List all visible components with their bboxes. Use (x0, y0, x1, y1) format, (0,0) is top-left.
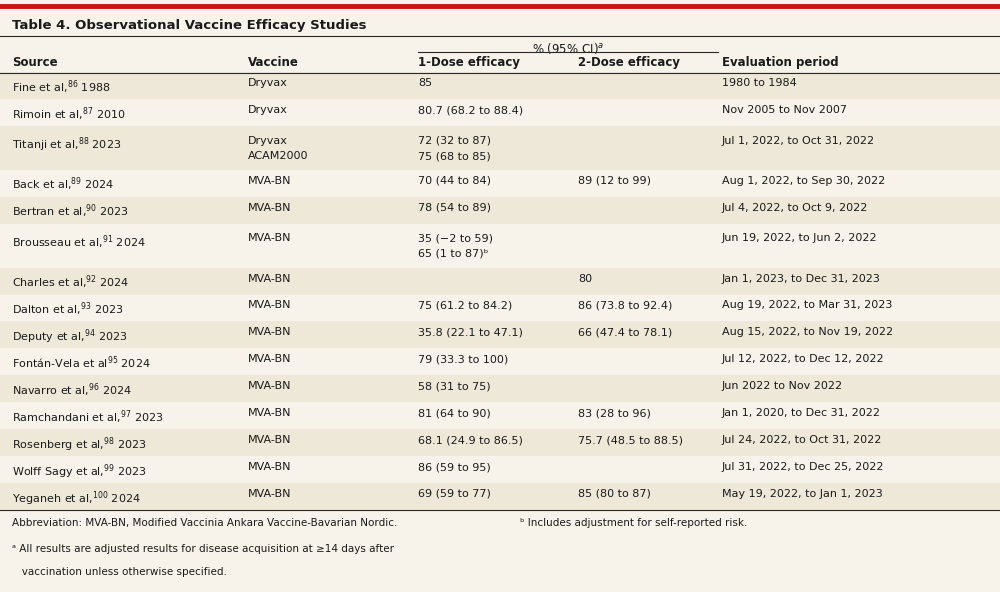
Text: 35 (−2 to 59): 35 (−2 to 59) (418, 233, 493, 243)
Text: ᵇ Includes adjustment for self-reported risk.: ᵇ Includes adjustment for self-reported … (520, 517, 747, 527)
Text: 69 (59 to 77): 69 (59 to 77) (418, 489, 491, 499)
Text: Aug 19, 2022, to Mar 31, 2023: Aug 19, 2022, to Mar 31, 2023 (722, 301, 892, 310)
Text: Aug 1, 2022, to Sep 30, 2022: Aug 1, 2022, to Sep 30, 2022 (722, 176, 885, 186)
Text: 66 (47.4 to 78.1): 66 (47.4 to 78.1) (578, 327, 672, 337)
Bar (0, 268, 1000, 294)
Bar (0, 126, 1000, 170)
Text: % (95% CI)$^{a}$: % (95% CI)$^{a}$ (532, 41, 604, 56)
Text: Jun 19, 2022, to Jun 2, 2022: Jun 19, 2022, to Jun 2, 2022 (722, 233, 878, 243)
Text: 72 (32 to 87): 72 (32 to 87) (418, 136, 491, 146)
Text: Back et al,$^{89}$ 2024: Back et al,$^{89}$ 2024 (12, 176, 114, 194)
Text: MVA-BN: MVA-BN (248, 408, 292, 418)
Text: 75 (68 to 85): 75 (68 to 85) (418, 151, 491, 161)
Text: Dalton et al,$^{93}$ 2023: Dalton et al,$^{93}$ 2023 (12, 301, 124, 318)
Text: Jul 24, 2022, to Oct 31, 2022: Jul 24, 2022, to Oct 31, 2022 (722, 435, 882, 445)
Text: Jun 2022 to Nov 2022: Jun 2022 to Nov 2022 (722, 381, 843, 391)
Text: 85 (80 to 87): 85 (80 to 87) (578, 489, 651, 499)
Text: Fine et al,$^{86}$ 1988: Fine et al,$^{86}$ 1988 (12, 78, 111, 96)
Text: vaccination unless otherwise specified.: vaccination unless otherwise specified. (12, 567, 227, 577)
Text: Brousseau et al,$^{91}$ 2024: Brousseau et al,$^{91}$ 2024 (12, 233, 146, 251)
Text: Rimoin et al,$^{87}$ 2010: Rimoin et al,$^{87}$ 2010 (12, 105, 126, 123)
Bar (0, 429, 1000, 456)
Text: Aug 15, 2022, to Nov 19, 2022: Aug 15, 2022, to Nov 19, 2022 (722, 327, 893, 337)
Text: 78 (54 to 89): 78 (54 to 89) (418, 203, 491, 213)
Text: Nov 2005 to Nov 2007: Nov 2005 to Nov 2007 (722, 105, 847, 115)
Text: MVA-BN: MVA-BN (248, 301, 292, 310)
Text: 35.8 (22.1 to 47.1): 35.8 (22.1 to 47.1) (418, 327, 523, 337)
Text: 70 (44 to 84): 70 (44 to 84) (418, 176, 491, 186)
Text: MVA-BN: MVA-BN (248, 381, 292, 391)
Bar (0, 72, 1000, 99)
Text: Source: Source (12, 56, 58, 69)
Text: Abbreviation: MVA-BN, Modified Vaccinia Ankara Vaccine-Bavarian Nordic.: Abbreviation: MVA-BN, Modified Vaccinia … (12, 517, 397, 527)
Text: MVA-BN: MVA-BN (248, 176, 292, 186)
Text: Jul 12, 2022, to Dec 12, 2022: Jul 12, 2022, to Dec 12, 2022 (722, 355, 885, 364)
Text: May 19, 2022, to Jan 1, 2023: May 19, 2022, to Jan 1, 2023 (722, 489, 883, 499)
Text: 1980 to 1984: 1980 to 1984 (722, 78, 797, 88)
Text: MVA-BN: MVA-BN (248, 233, 292, 243)
Text: 83 (28 to 96): 83 (28 to 96) (578, 408, 651, 418)
Text: 1-Dose efficacy: 1-Dose efficacy (418, 56, 520, 69)
Text: Wolff Sagy et al,$^{99}$ 2023: Wolff Sagy et al,$^{99}$ 2023 (12, 462, 147, 481)
Text: Dryvax: Dryvax (248, 78, 288, 88)
Text: Titanji et al,$^{88}$ 2023: Titanji et al,$^{88}$ 2023 (12, 136, 121, 155)
Text: MVA-BN: MVA-BN (248, 489, 292, 499)
Text: MVA-BN: MVA-BN (248, 435, 292, 445)
Text: 85: 85 (418, 78, 432, 88)
Text: Jul 31, 2022, to Dec 25, 2022: Jul 31, 2022, to Dec 25, 2022 (722, 462, 885, 472)
Text: Charles et al,$^{92}$ 2024: Charles et al,$^{92}$ 2024 (12, 274, 129, 291)
Text: Bertran et al,$^{90}$ 2023: Bertran et al,$^{90}$ 2023 (12, 203, 129, 220)
Text: 89 (12 to 99): 89 (12 to 99) (578, 176, 651, 186)
Text: Jan 1, 2020, to Dec 31, 2022: Jan 1, 2020, to Dec 31, 2022 (722, 408, 881, 418)
Text: MVA-BN: MVA-BN (248, 203, 292, 213)
Text: Ramchandani et al,$^{97}$ 2023: Ramchandani et al,$^{97}$ 2023 (12, 408, 163, 426)
Bar (0, 483, 1000, 510)
Text: Jan 1, 2023, to Dec 31, 2023: Jan 1, 2023, to Dec 31, 2023 (722, 274, 881, 284)
Text: Jul 4, 2022, to Oct 9, 2022: Jul 4, 2022, to Oct 9, 2022 (722, 203, 868, 213)
Text: 80: 80 (578, 274, 592, 284)
Text: Dryvax: Dryvax (248, 136, 288, 146)
Text: Table 4. Observational Vaccine Efficacy Studies: Table 4. Observational Vaccine Efficacy … (12, 19, 366, 32)
Text: 68.1 (24.9 to 86.5): 68.1 (24.9 to 86.5) (418, 435, 523, 445)
Text: 75 (61.2 to 84.2): 75 (61.2 to 84.2) (418, 301, 512, 310)
Text: MVA-BN: MVA-BN (248, 274, 292, 284)
Text: 79 (33.3 to 100): 79 (33.3 to 100) (418, 355, 508, 364)
Text: Jul 1, 2022, to Oct 31, 2022: Jul 1, 2022, to Oct 31, 2022 (722, 136, 875, 146)
Text: MVA-BN: MVA-BN (248, 327, 292, 337)
Text: Evaluation period: Evaluation period (722, 56, 839, 69)
Text: 80.7 (68.2 to 88.4): 80.7 (68.2 to 88.4) (418, 105, 523, 115)
Text: 86 (73.8 to 92.4): 86 (73.8 to 92.4) (578, 301, 672, 310)
Text: 86 (59 to 95): 86 (59 to 95) (418, 462, 491, 472)
Text: ACAM2000: ACAM2000 (248, 151, 308, 161)
Text: Vaccine: Vaccine (248, 56, 299, 69)
Text: 65 (1 to 87)ᵇ: 65 (1 to 87)ᵇ (418, 249, 488, 259)
Bar (0, 375, 1000, 402)
Bar (0, 321, 1000, 348)
Text: ᵃ All results are adjusted results for disease acquisition at ≥14 days after: ᵃ All results are adjusted results for d… (12, 544, 394, 554)
Text: Dryvax: Dryvax (248, 105, 288, 115)
Text: Deputy et al,$^{94}$ 2023: Deputy et al,$^{94}$ 2023 (12, 327, 127, 346)
Text: Rosenberg et al,$^{98}$ 2023: Rosenberg et al,$^{98}$ 2023 (12, 435, 147, 453)
Text: Yeganeh et al,$^{100}$ 2024: Yeganeh et al,$^{100}$ 2024 (12, 489, 141, 507)
Text: Navarro et al,$^{96}$ 2024: Navarro et al,$^{96}$ 2024 (12, 381, 132, 399)
Bar (0, 197, 1000, 224)
Text: 81 (64 to 90): 81 (64 to 90) (418, 408, 491, 418)
Text: 2-Dose efficacy: 2-Dose efficacy (578, 56, 680, 69)
Text: MVA-BN: MVA-BN (248, 462, 292, 472)
Text: 58 (31 to 75): 58 (31 to 75) (418, 381, 491, 391)
Text: MVA-BN: MVA-BN (248, 355, 292, 364)
Text: 75.7 (48.5 to 88.5): 75.7 (48.5 to 88.5) (578, 435, 683, 445)
Text: Fontán-Vela et al$^{95}$ 2024: Fontán-Vela et al$^{95}$ 2024 (12, 355, 151, 371)
